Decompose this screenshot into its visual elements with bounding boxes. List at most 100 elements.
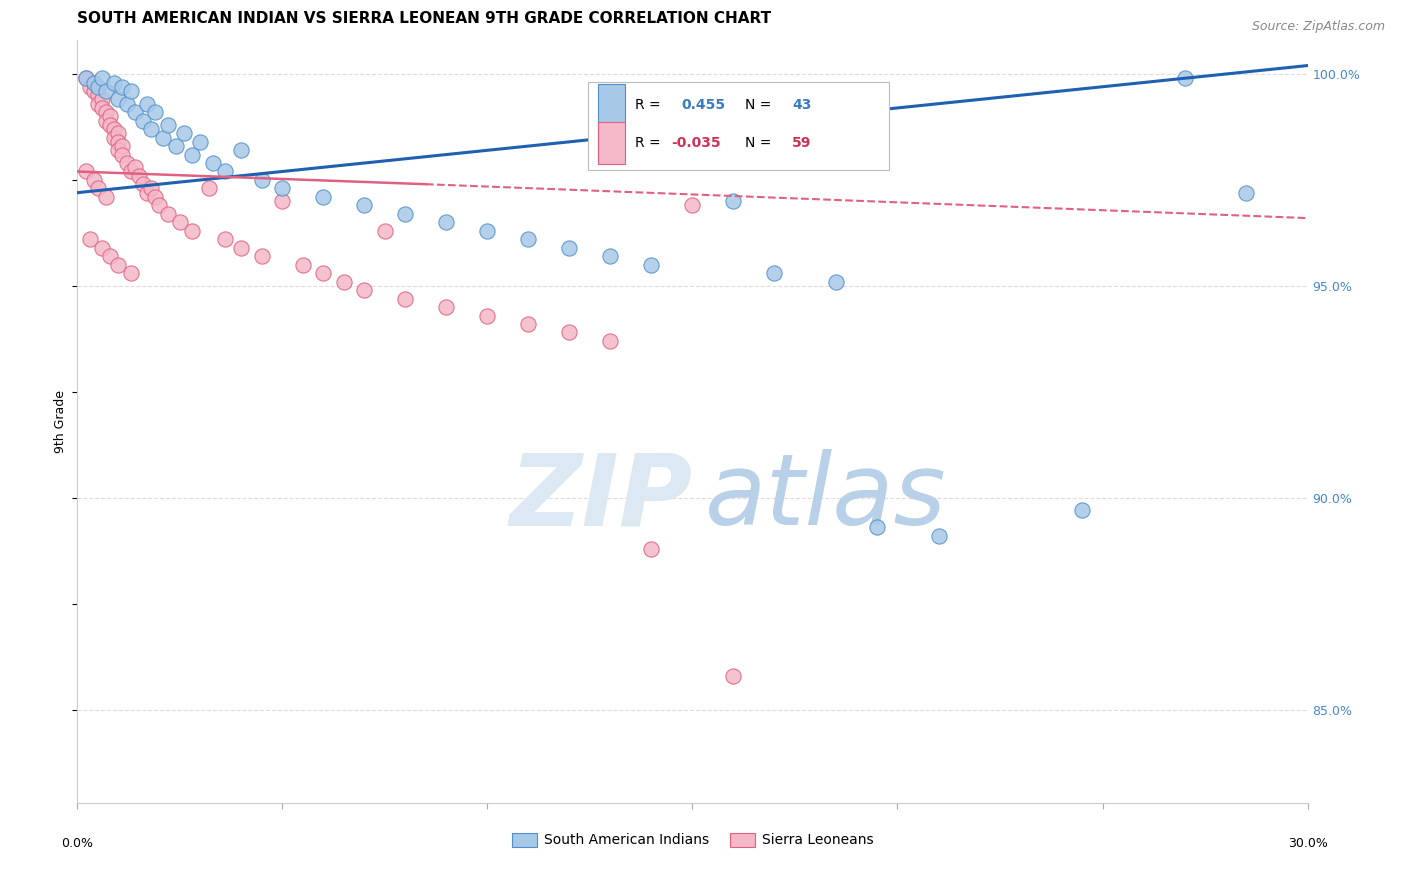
Point bbox=[111, 147, 134, 161]
Point bbox=[558, 326, 581, 340]
Point bbox=[477, 309, 499, 323]
Point bbox=[197, 181, 219, 195]
Point bbox=[353, 283, 375, 297]
Point bbox=[173, 126, 195, 140]
Point bbox=[79, 79, 101, 94]
Point bbox=[75, 71, 97, 86]
Text: N =: N = bbox=[745, 98, 776, 112]
Point bbox=[436, 300, 458, 314]
Point bbox=[136, 96, 159, 111]
Point bbox=[1234, 186, 1257, 200]
Point bbox=[115, 156, 138, 170]
Point bbox=[75, 164, 97, 178]
Point bbox=[148, 198, 170, 212]
Text: 0.0%: 0.0% bbox=[62, 837, 93, 850]
Point bbox=[120, 266, 142, 280]
Text: Source: ZipAtlas.com: Source: ZipAtlas.com bbox=[1251, 20, 1385, 33]
Point bbox=[866, 520, 889, 534]
Point bbox=[763, 266, 786, 280]
Text: SOUTH AMERICAN INDIAN VS SIERRA LEONEAN 9TH GRADE CORRELATION CHART: SOUTH AMERICAN INDIAN VS SIERRA LEONEAN … bbox=[77, 12, 772, 27]
Point bbox=[75, 71, 97, 86]
Point bbox=[312, 266, 335, 280]
Point bbox=[83, 173, 105, 187]
Point bbox=[517, 232, 540, 246]
Text: N =: N = bbox=[745, 136, 776, 150]
Point bbox=[83, 75, 105, 89]
Point bbox=[640, 541, 662, 556]
Point bbox=[107, 126, 129, 140]
Text: 30.0%: 30.0% bbox=[1288, 837, 1327, 850]
Point bbox=[353, 198, 375, 212]
Point bbox=[250, 249, 273, 263]
Text: 43: 43 bbox=[792, 98, 811, 112]
Point bbox=[128, 169, 150, 183]
Point bbox=[928, 529, 950, 543]
Point bbox=[250, 173, 273, 187]
Point bbox=[156, 118, 179, 132]
Point bbox=[87, 181, 110, 195]
Point bbox=[124, 160, 146, 174]
Point bbox=[79, 232, 101, 246]
Point bbox=[291, 258, 314, 272]
Point bbox=[599, 249, 621, 263]
Point bbox=[94, 84, 117, 98]
Point bbox=[333, 275, 356, 289]
Point bbox=[103, 122, 125, 136]
Point bbox=[165, 139, 187, 153]
Point bbox=[107, 258, 129, 272]
Point bbox=[115, 96, 138, 111]
Point bbox=[517, 317, 540, 331]
Point bbox=[312, 190, 335, 204]
Bar bbox=[598, 84, 624, 126]
Text: 59: 59 bbox=[792, 136, 811, 150]
Point bbox=[231, 143, 253, 157]
Point bbox=[98, 109, 121, 123]
Point bbox=[723, 668, 745, 682]
Point bbox=[90, 92, 114, 106]
Text: atlas: atlas bbox=[704, 450, 946, 546]
Point bbox=[107, 143, 129, 157]
Point bbox=[682, 198, 704, 212]
Point bbox=[374, 224, 396, 238]
Point bbox=[132, 113, 155, 128]
Point bbox=[599, 334, 621, 348]
Text: -0.035: -0.035 bbox=[672, 136, 721, 150]
Point bbox=[181, 224, 204, 238]
Point bbox=[394, 292, 416, 306]
Point bbox=[477, 224, 499, 238]
Bar bbox=[598, 122, 624, 164]
Point bbox=[107, 92, 129, 106]
Point bbox=[103, 130, 125, 145]
Point bbox=[188, 135, 212, 149]
Point bbox=[83, 75, 105, 89]
Point bbox=[90, 71, 114, 86]
Point bbox=[214, 164, 236, 178]
Point bbox=[1071, 503, 1094, 517]
Point bbox=[169, 215, 191, 229]
Text: R =: R = bbox=[634, 136, 665, 150]
Point bbox=[271, 181, 294, 195]
Point bbox=[87, 79, 110, 94]
Point bbox=[201, 156, 224, 170]
Point bbox=[214, 232, 236, 246]
Point bbox=[90, 241, 114, 255]
Point bbox=[231, 241, 253, 255]
Point bbox=[111, 79, 134, 94]
Text: R =: R = bbox=[634, 98, 665, 112]
Point bbox=[103, 75, 125, 89]
Point bbox=[640, 258, 662, 272]
Point bbox=[558, 241, 581, 255]
Point bbox=[723, 194, 745, 208]
Text: 0.455: 0.455 bbox=[682, 98, 725, 112]
Point bbox=[143, 105, 166, 120]
Point bbox=[271, 194, 294, 208]
Legend: South American Indians, Sierra Leoneans: South American Indians, Sierra Leoneans bbox=[506, 827, 879, 853]
Point bbox=[394, 207, 416, 221]
Point bbox=[132, 177, 155, 191]
Point bbox=[83, 84, 105, 98]
Point bbox=[156, 207, 179, 221]
Point bbox=[152, 130, 174, 145]
Point bbox=[94, 113, 117, 128]
Point bbox=[107, 135, 129, 149]
Point bbox=[436, 215, 458, 229]
